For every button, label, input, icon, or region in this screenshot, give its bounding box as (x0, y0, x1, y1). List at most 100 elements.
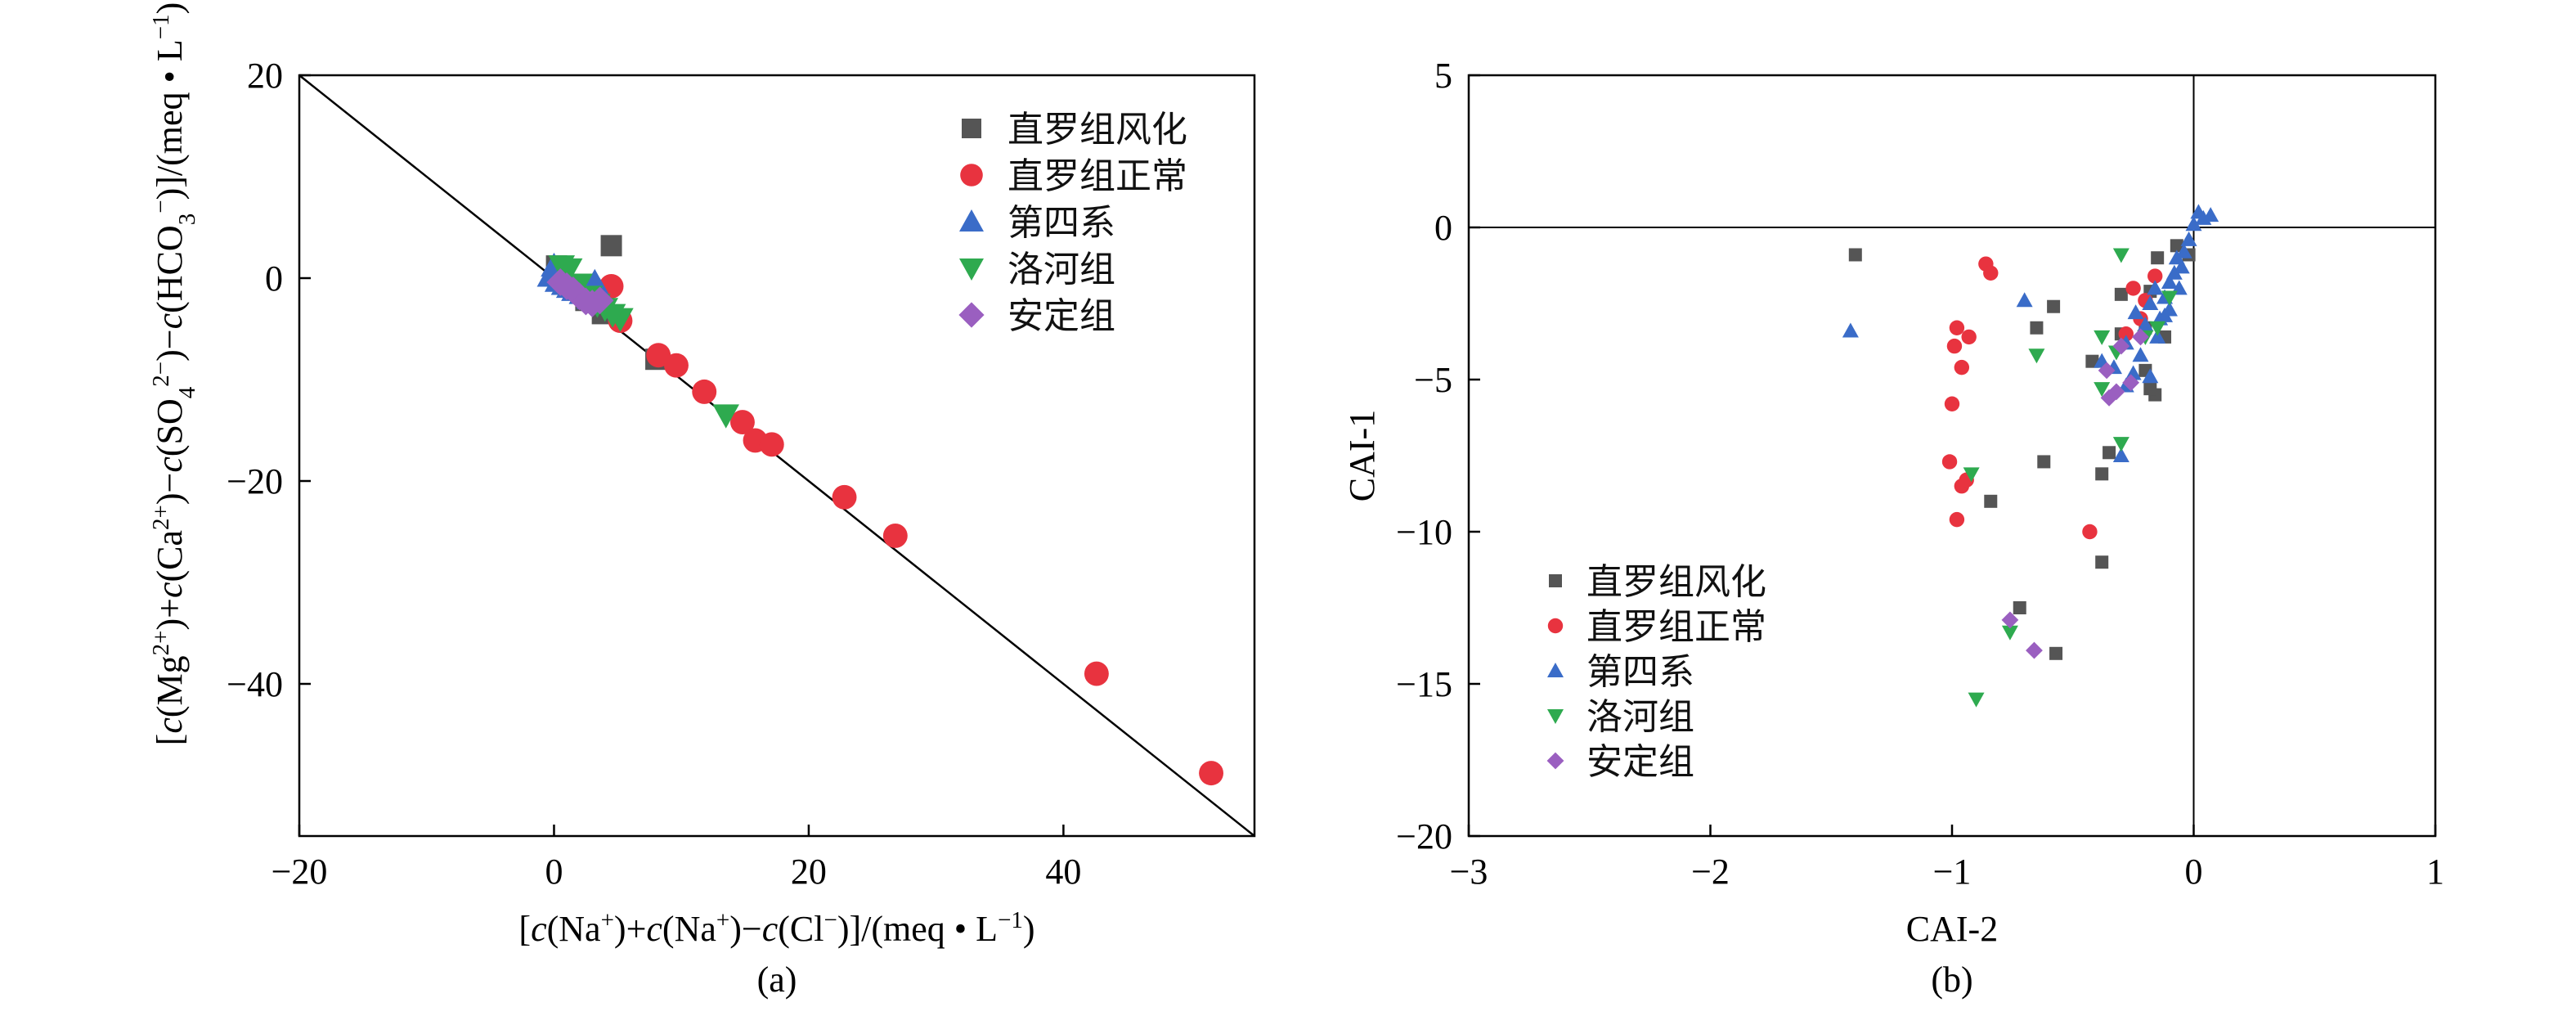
panel-a-x-tick-label: 20 (791, 852, 827, 892)
panel-a-point-series-1 (1199, 761, 1224, 786)
panel-b-point-series-3 (2028, 348, 2045, 364)
panel-b-point-series-0 (1848, 248, 1862, 262)
panel-b-point-series-0 (2114, 287, 2128, 301)
panel-a-point-series-1 (692, 379, 717, 404)
panel-b-point-series-0 (2143, 382, 2157, 396)
panel-b-x-tick-label: 0 (2185, 852, 2203, 892)
panel-b-x-tick-label: 1 (2426, 852, 2444, 892)
panel-b-legend-marker-1 (1547, 618, 1564, 634)
panel-b-point-series-0 (2103, 446, 2116, 460)
panel-b-point-series-2 (2156, 307, 2174, 322)
panel-a-legend-label-4: 安定组 (1008, 295, 1115, 337)
panel-b-point-series-0 (2085, 354, 2099, 368)
panel-a-point-series-0 (600, 235, 622, 257)
panel-b-point-series-3 (1963, 467, 1980, 483)
panel-a-point-series-3 (712, 404, 739, 429)
panel-b-point-series-0 (2095, 555, 2109, 569)
panel-b-point-series-1 (2082, 524, 2098, 540)
panel-b-point-series-1 (2125, 281, 2141, 296)
panel-b-point-series-0 (1984, 494, 1998, 508)
panel-b-point-series-2 (2137, 317, 2154, 332)
panel-b-x-tick-label: −3 (1450, 852, 1488, 892)
panel-b-point-series-2 (2173, 258, 2190, 274)
panel-b-point-series-1 (1946, 338, 1963, 354)
panel-a-x-axis-label: [c(Na+)+c(Na+)−c(Cl−)]/(meq • L−1) (518, 907, 1034, 949)
panel-b-point-series-1 (1944, 396, 1960, 411)
panel-a-y-tick-label: 20 (247, 56, 283, 96)
panel-b-legend-label-2: 第四系 (1586, 651, 1694, 693)
panel-a-reference-line (298, 74, 1255, 837)
panel-a-point-series-1 (759, 432, 784, 457)
panel-a-point-series-1 (664, 353, 689, 378)
panel-b-point-series-1 (1983, 265, 1999, 281)
panel-b-point-series-2 (2112, 447, 2129, 462)
panel-b-point-series-1 (1949, 320, 1965, 335)
panel-a-point-series-4 (586, 286, 614, 315)
panel-a-point-series-1 (730, 410, 755, 435)
panel-b-point-series-0 (2170, 239, 2183, 253)
panel-b-point-series-3 (2112, 248, 2129, 263)
panel-b-point-series-2 (2142, 295, 2159, 310)
panel-b-legend-label-1: 直罗组正常 (1586, 606, 1766, 648)
panel-b-x-tick-label: −1 (1933, 852, 1972, 892)
panel-a-x-tick-label: 0 (545, 852, 563, 892)
panel-b-point-series-1 (2147, 268, 2163, 284)
panel-a-point-series-3 (599, 303, 626, 328)
panel-a-x-tick-label: 40 (1045, 852, 1081, 892)
panel-a-x-tick-label: −20 (272, 852, 328, 892)
panel-a-points (536, 235, 1224, 786)
panel-b-point-series-4 (2026, 641, 2043, 659)
panel-b-point-series-4 (2112, 337, 2130, 355)
panel-b-point-series-3 (2094, 382, 2111, 398)
panel-b-legend-marker-3 (1547, 709, 1564, 724)
panel-b-point-series-2 (2180, 231, 2197, 246)
panel-a-legend-label-3: 洛河组 (1008, 249, 1115, 290)
panel-b-point-series-0 (2049, 646, 2063, 660)
panel-b-point-series-0 (2037, 455, 2051, 469)
panel-b-point-series-3 (2161, 290, 2178, 306)
panel-b-legend-label-3: 洛河组 (1586, 696, 1694, 738)
panel-a-y-tick-label: −20 (227, 461, 283, 501)
panel-b-y-tick-label: −15 (1396, 664, 1452, 704)
panel-a-plot-frame (298, 74, 1256, 838)
panel-a-point-series-3 (555, 258, 583, 283)
panel-b-y-tick-label: −5 (1414, 360, 1452, 400)
panel-b-legend-marker-0 (1549, 574, 1562, 587)
panel-b-point-series-2 (2016, 292, 2033, 308)
panel-b-point-series-4 (2122, 374, 2140, 392)
panel-b-point-series-1 (1961, 329, 1977, 345)
panel-b-point-series-0 (2013, 601, 2026, 614)
panel-a-point-series-1 (646, 343, 671, 368)
panel-b-point-series-4 (2098, 362, 2116, 380)
panel-a-point-series-1 (1084, 661, 1109, 686)
panel-b-point-series-3 (1968, 692, 1985, 708)
panel-a-legend-marker-0 (962, 119, 981, 138)
panel-b-legend-marker-2 (1547, 663, 1564, 677)
panel-b: −3 −2 −1 0 150−5−10−15−20 直罗组风化直罗组正常第四系洛河组安定… (1342, 56, 2444, 1000)
panel-b-point-series-0 (2030, 321, 2044, 335)
panel-b-label: (b) (1931, 960, 1972, 1000)
panel-b-point-series-2 (2175, 243, 2192, 258)
panel-b-x-axis-label: CAI-2 (1906, 909, 1998, 949)
panel-b-y-tick-label: 0 (1434, 208, 1452, 248)
panel-b-point-series-3 (2149, 321, 2166, 336)
panel-a-point-series-1 (882, 524, 908, 548)
panel-a-legend-label-1: 直罗组正常 (1008, 155, 1187, 197)
panel-a-legend-marker-3 (959, 258, 984, 281)
panel-b-point-series-2 (2149, 328, 2166, 344)
panel-b-point-series-2 (2161, 273, 2178, 289)
panel-b-point-series-2 (2132, 347, 2149, 362)
panel-b-point-series-2 (2147, 280, 2164, 295)
panel-b-points (1842, 204, 2219, 708)
panel-b-y-tick-label: 5 (1434, 56, 1452, 96)
panel-b-point-series-2 (2185, 216, 2202, 232)
panel-b-y-axis-label: CAI-1 (1342, 410, 1382, 501)
panel-a-legend-label-0: 直罗组风化 (1008, 109, 1187, 151)
panel-b-x-tick-label: −2 (1691, 852, 1730, 892)
panel-b-legend-label-0: 直罗组风化 (1586, 561, 1766, 603)
panel-a-y-tick-label: −40 (227, 664, 283, 704)
panel-b-y-tick-label: −10 (1396, 512, 1452, 552)
